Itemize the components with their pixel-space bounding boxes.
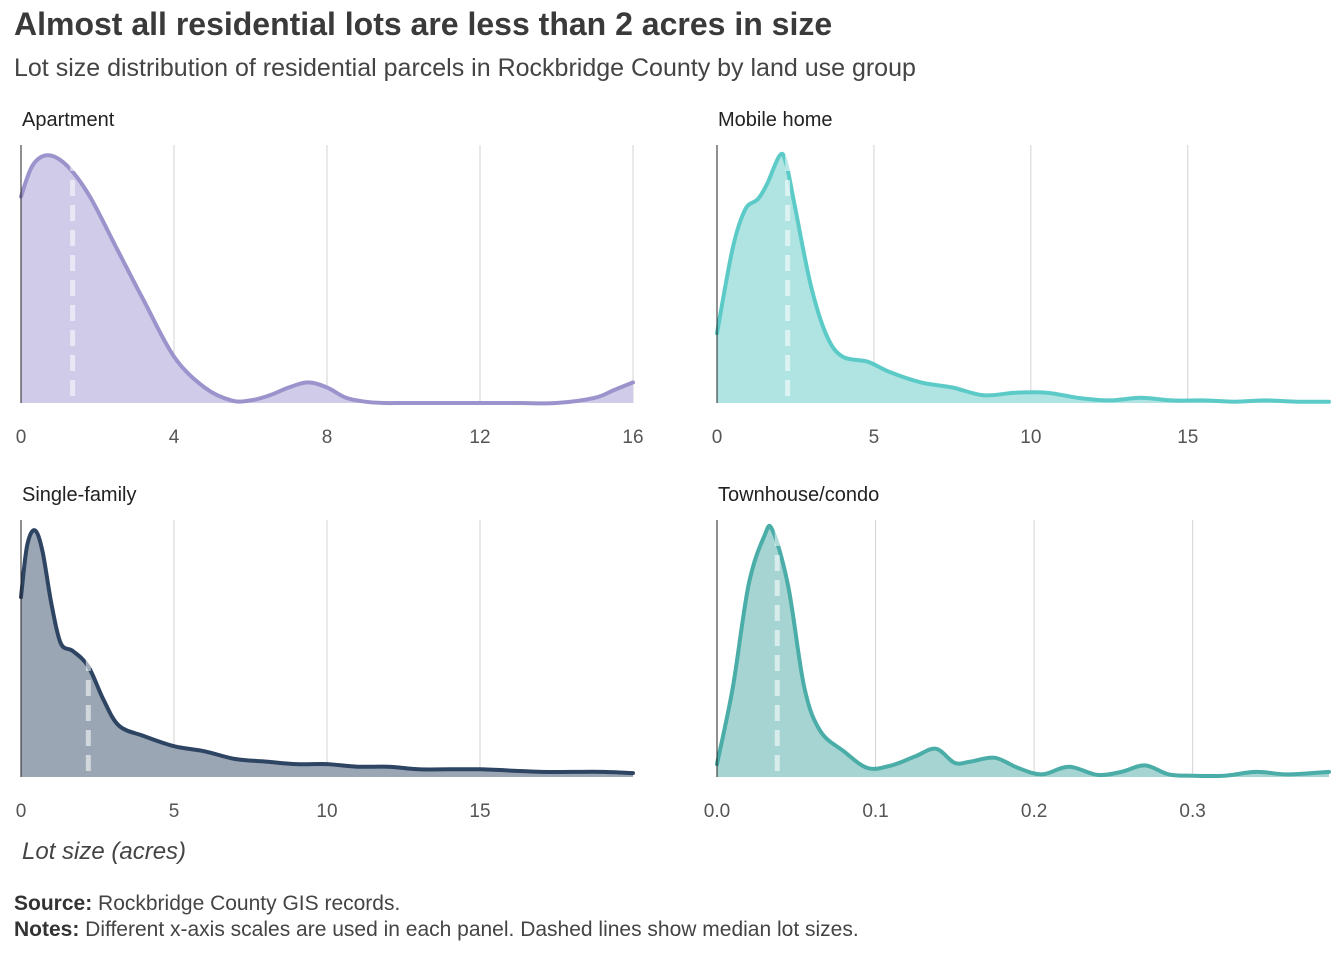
x-axis-label: Lot size (acres) — [22, 838, 186, 866]
density-area-townhouse-condo — [717, 526, 1329, 777]
source-note: Source: Rockbridge County GIS records. — [14, 892, 400, 916]
tick-label-apartment: 16 — [622, 427, 643, 448]
notes-note: Notes: Different x-axis scales are used … — [14, 918, 859, 942]
tick-label-townhouse-condo: 0.0 — [704, 801, 730, 822]
tick-label-townhouse-condo: 0.3 — [1179, 801, 1205, 822]
tick-label-apartment: 12 — [469, 427, 490, 448]
tick-label-single-family: 15 — [469, 801, 490, 822]
source-text: Rockbridge County GIS records. — [92, 892, 400, 915]
tick-label-apartment: 0 — [16, 427, 27, 448]
panel-title-mobile-home: Mobile home — [718, 109, 833, 131]
panel-title-townhouse-condo: Townhouse/condo — [718, 484, 879, 506]
tick-label-mobile-home: 10 — [1020, 427, 1041, 448]
tick-label-single-family: 0 — [16, 801, 27, 822]
panel-title-single-family: Single-family — [22, 484, 136, 506]
tick-label-mobile-home: 15 — [1177, 427, 1198, 448]
tick-label-mobile-home: 0 — [712, 427, 723, 448]
tick-label-apartment: 8 — [322, 427, 333, 448]
notes-label: Notes: — [14, 918, 79, 941]
source-label: Source: — [14, 892, 92, 915]
tick-label-mobile-home: 5 — [869, 427, 880, 448]
tick-label-townhouse-condo: 0.1 — [862, 801, 888, 822]
notes-text: Different x-axis scales are used in each… — [79, 918, 858, 941]
tick-label-single-family: 5 — [169, 801, 180, 822]
tick-label-single-family: 10 — [316, 801, 337, 822]
panel-title-apartment: Apartment — [22, 109, 115, 131]
tick-label-townhouse-condo: 0.2 — [1021, 801, 1047, 822]
tick-label-apartment: 4 — [169, 427, 180, 448]
